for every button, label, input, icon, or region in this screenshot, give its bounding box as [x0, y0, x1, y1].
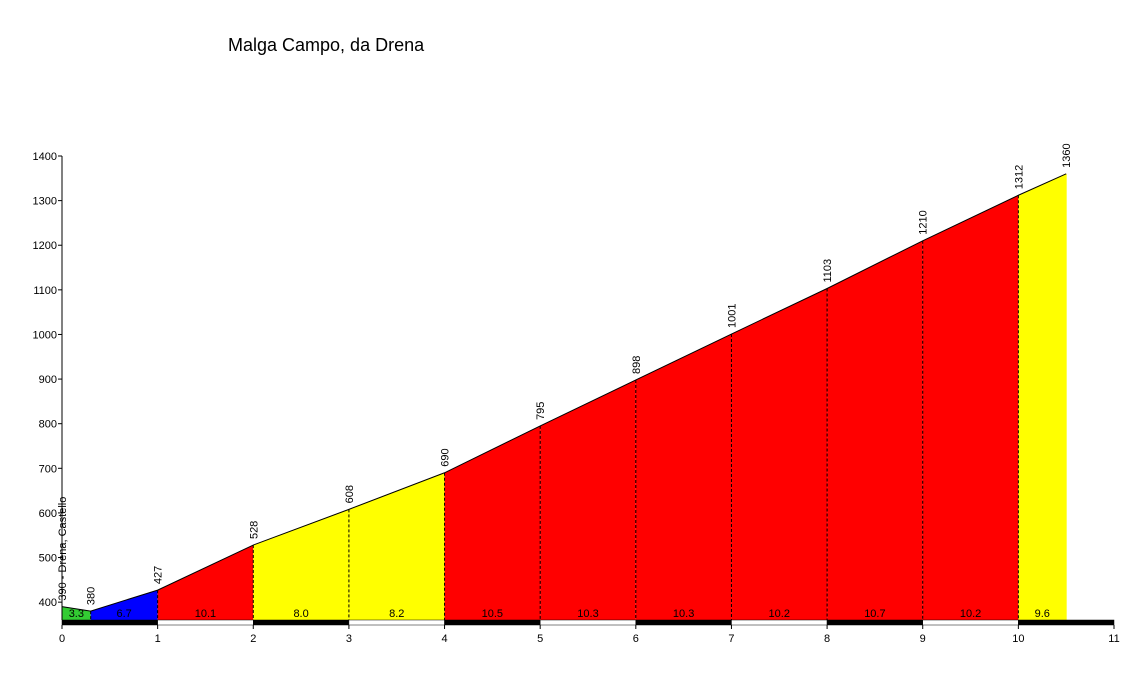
- segment-area: [253, 509, 349, 620]
- elevation-label: 390 - Drena, Castello: [57, 497, 69, 601]
- km-strip: [922, 619, 1019, 626]
- y-tick-label: 1200: [33, 240, 57, 252]
- grade-label: 10.5: [482, 608, 503, 620]
- km-strip: [731, 619, 828, 626]
- x-tick-label: 10: [1012, 633, 1024, 645]
- y-tick-label: 600: [39, 508, 57, 520]
- segment-area: [731, 288, 828, 620]
- y-tick-label: 500: [39, 553, 57, 565]
- profile-line: [61, 173, 1067, 612]
- elevation-label: 795: [535, 402, 547, 420]
- y-tick-label: 900: [39, 374, 57, 386]
- segment-area: [540, 379, 636, 620]
- x-tick-label: 9: [920, 633, 926, 645]
- grade-label: 10.1: [195, 608, 216, 620]
- km-strip: [61, 619, 158, 626]
- chart-title: Malga Campo, da Drena: [228, 35, 425, 55]
- y-tick-label: 700: [39, 463, 57, 475]
- y-tick-label: 400: [39, 597, 57, 609]
- km-strip: [826, 619, 923, 626]
- km-strip: [157, 619, 254, 626]
- segment-area: [922, 195, 1019, 620]
- grade-label: 10.2: [960, 608, 981, 620]
- segment-area: [348, 472, 445, 620]
- km-strip: [1018, 619, 1115, 626]
- y-tick-label: 800: [39, 419, 57, 431]
- km-strip: [253, 619, 350, 626]
- grade-label: 10.2: [769, 608, 790, 620]
- elevation-label: 1103: [822, 259, 834, 283]
- y-tick-label: 1400: [33, 151, 57, 163]
- elevation-label: 608: [344, 485, 356, 503]
- segment-area: [444, 425, 541, 620]
- y-tick-label: 1300: [33, 196, 57, 208]
- x-tick-label: 3: [346, 633, 352, 645]
- x-tick-label: 2: [250, 633, 256, 645]
- elevation-label: 1360: [1061, 143, 1073, 167]
- grade-label: 10.7: [864, 608, 885, 620]
- x-tick-label: 0: [59, 633, 65, 645]
- grade-label: 8.0: [293, 608, 308, 620]
- elevation-label: 1210: [918, 210, 930, 234]
- x-tick-label: 1: [155, 633, 161, 645]
- grade-label: 3.3: [69, 608, 84, 620]
- segment-area: [635, 334, 732, 620]
- x-tick-label: 4: [441, 633, 447, 645]
- y-tick-label: 1000: [33, 329, 57, 341]
- km-strip: [539, 619, 637, 626]
- grade-label: 8.2: [389, 608, 404, 620]
- grade-label: 10.3: [577, 608, 598, 620]
- elevation-label: 1312: [1013, 165, 1025, 189]
- x-tick-label: 5: [537, 633, 543, 645]
- x-tick-label: 6: [633, 633, 639, 645]
- km-strip: [444, 619, 541, 626]
- km-strip: [348, 619, 445, 626]
- x-tick-label: 7: [728, 633, 734, 645]
- x-tick-label: 8: [824, 633, 830, 645]
- segment-area: [90, 590, 158, 620]
- segment-area: [157, 545, 254, 620]
- elevation-label: 380: [86, 587, 98, 605]
- x-tick-label: 11: [1108, 633, 1119, 645]
- y-tick-label: 1100: [33, 285, 57, 297]
- km-strip: [635, 619, 732, 626]
- grade-label: 6.7: [117, 608, 132, 620]
- elevation-label: 427: [153, 566, 165, 584]
- grade-label: 9.6: [1035, 608, 1050, 620]
- elevation-label: 690: [440, 448, 452, 466]
- segment-area: [1018, 173, 1067, 620]
- elevation-label: 1001: [726, 304, 738, 328]
- elevation-label: 898: [631, 356, 643, 374]
- segment-area: [827, 240, 923, 620]
- elevation-label: 528: [248, 521, 260, 539]
- grade-label: 10.3: [673, 608, 694, 620]
